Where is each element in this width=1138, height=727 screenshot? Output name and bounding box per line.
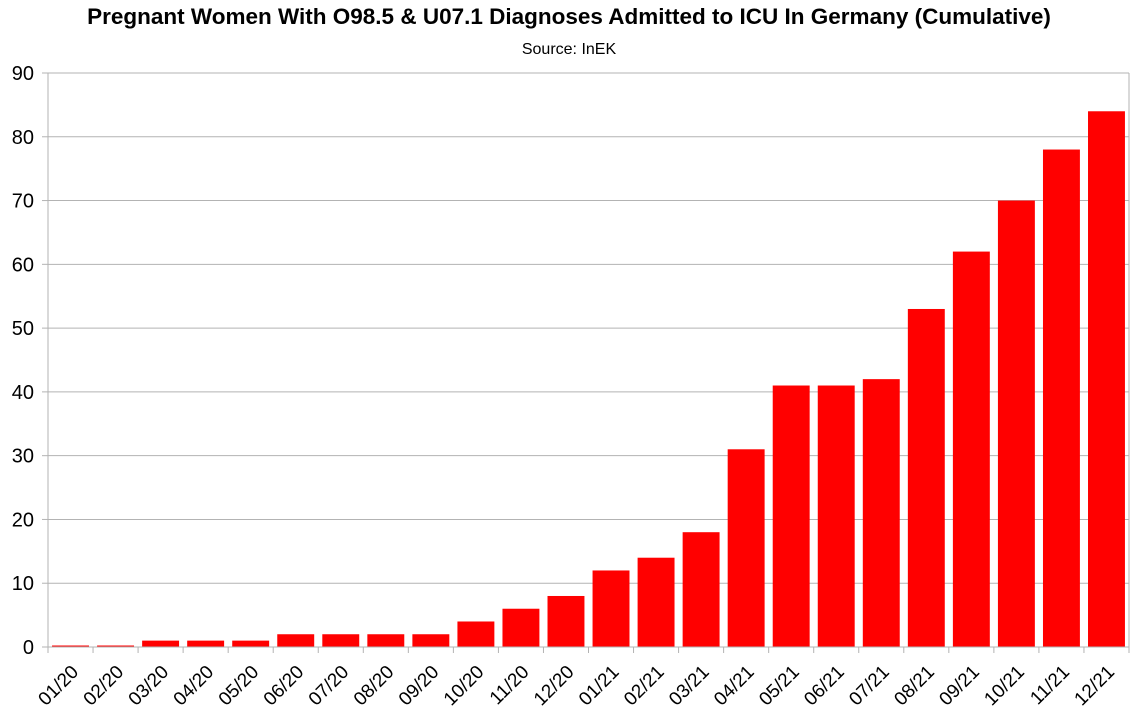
x-tick-label: 07/20	[305, 662, 353, 710]
bar	[637, 557, 675, 647]
x-tick-label: 05/20	[215, 662, 263, 710]
y-tick-label: 60	[12, 254, 34, 276]
x-tick-label: 09/20	[395, 662, 443, 710]
bar	[997, 200, 1035, 648]
y-tick-label: 80	[12, 127, 34, 149]
y-tick-label: 90	[12, 63, 34, 85]
x-tick-labels: 01/2002/2003/2004/2005/2006/2007/2008/20…	[35, 662, 1119, 710]
x-tick-label: 04/21	[710, 662, 758, 710]
bar	[367, 634, 405, 647]
x-tick-label: 07/21	[845, 662, 893, 710]
bar	[817, 385, 855, 647]
y-tick-label: 40	[12, 382, 34, 404]
bar	[502, 608, 540, 647]
x-tick-label: 12/21	[1071, 662, 1119, 710]
bar	[457, 621, 495, 647]
bar	[187, 640, 225, 647]
x-tick-label: 09/21	[935, 662, 983, 710]
bar	[907, 308, 945, 647]
bar	[1042, 149, 1080, 648]
bar	[322, 634, 360, 647]
x-tick-label: 12/20	[530, 662, 578, 710]
y-tick-label: 30	[12, 446, 34, 468]
bar	[547, 595, 585, 647]
y-tick-labels: 0 10 20 30 40 50 60 70 80 90	[12, 63, 34, 659]
y-tick-label: 0	[23, 637, 34, 659]
chart-subtitle: Source: InEK	[521, 41, 617, 58]
bar	[862, 379, 900, 647]
bar	[52, 645, 89, 647]
bar	[232, 640, 270, 647]
x-tick-label: 06/21	[800, 662, 848, 710]
axes	[42, 72, 1130, 653]
chart-title: Pregnant Women With O98.5 & U07.1 Diagno…	[87, 4, 1051, 29]
x-tick-label: 01/20	[35, 662, 83, 710]
x-tick-label: 01/21	[575, 662, 623, 710]
bar	[412, 634, 450, 647]
bar	[97, 645, 135, 647]
x-tick-label: 08/20	[350, 662, 398, 710]
x-tick-label: 11/21	[1026, 662, 1073, 709]
bar	[952, 251, 990, 648]
bar	[142, 640, 180, 647]
bar	[727, 449, 765, 647]
x-tick-label: 10/20	[440, 662, 488, 710]
y-tick-label: 20	[12, 509, 34, 531]
bar	[682, 532, 720, 647]
x-tick-label: 06/20	[260, 662, 308, 710]
x-tick-label: 11/20	[486, 662, 533, 709]
bar	[1088, 111, 1125, 648]
x-tick-label: 04/20	[170, 662, 218, 710]
bar	[592, 570, 630, 647]
bar	[277, 634, 315, 647]
x-tick-label: 02/20	[80, 662, 128, 710]
x-tick-label: 03/21	[665, 662, 713, 710]
bars	[52, 111, 1125, 648]
x-tick-label: 03/20	[125, 662, 173, 710]
x-tick-label: 10/21	[980, 662, 1028, 710]
bar	[772, 385, 810, 647]
y-tick-label: 10	[12, 573, 34, 595]
x-tick-label: 08/21	[890, 662, 938, 710]
x-tick-label: 05/21	[755, 662, 803, 710]
x-tick-label: 02/21	[620, 662, 668, 710]
y-tick-label: 70	[12, 191, 34, 213]
y-tick-label: 50	[12, 318, 34, 340]
